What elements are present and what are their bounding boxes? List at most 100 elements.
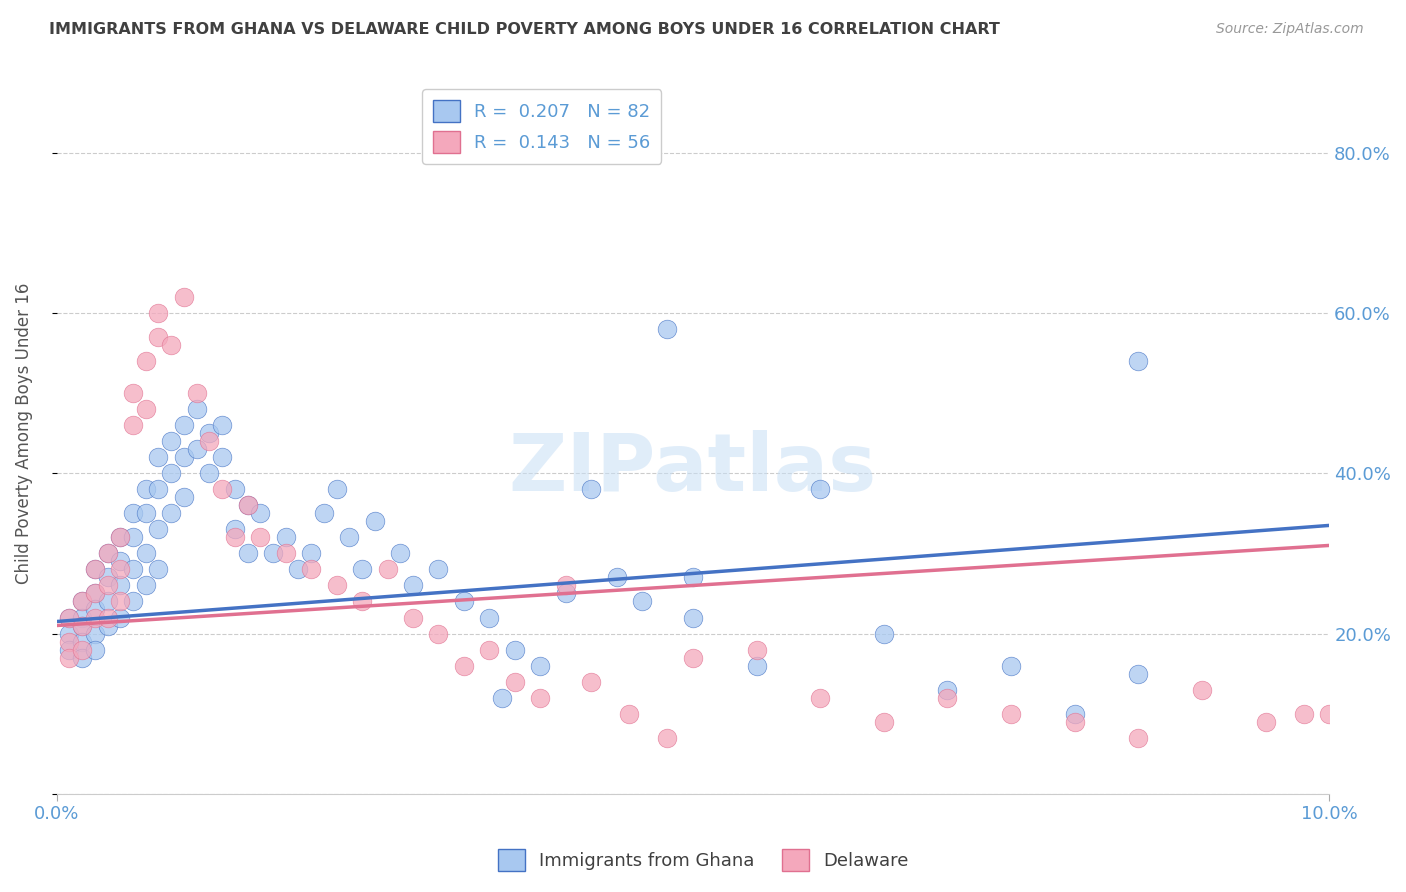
Point — [745, 658, 768, 673]
Point — [70, 650, 93, 665]
Point — [122, 530, 145, 544]
Point — [135, 578, 157, 592]
Point — [274, 530, 297, 544]
Point — [224, 530, 246, 544]
Point — [70, 594, 93, 608]
Point — [249, 507, 271, 521]
Point — [186, 402, 208, 417]
Point — [325, 578, 347, 592]
Point — [173, 491, 195, 505]
Point — [1063, 706, 1085, 721]
Point — [148, 562, 170, 576]
Point — [173, 418, 195, 433]
Point — [70, 610, 93, 624]
Point — [682, 610, 704, 624]
Point — [325, 483, 347, 497]
Point — [148, 483, 170, 497]
Point — [96, 570, 118, 584]
Point — [1000, 658, 1022, 673]
Point — [160, 507, 183, 521]
Point — [58, 642, 80, 657]
Point — [808, 483, 831, 497]
Legend: Immigrants from Ghana, Delaware: Immigrants from Ghana, Delaware — [491, 842, 915, 879]
Point — [491, 690, 513, 705]
Point — [236, 499, 259, 513]
Point — [70, 634, 93, 648]
Point — [96, 546, 118, 560]
Point — [337, 530, 360, 544]
Point — [1000, 706, 1022, 721]
Point — [186, 386, 208, 401]
Point — [110, 530, 132, 544]
Point — [83, 586, 105, 600]
Point — [606, 570, 628, 584]
Point — [554, 586, 576, 600]
Point — [312, 507, 335, 521]
Point — [503, 642, 526, 657]
Point — [198, 434, 221, 449]
Point — [58, 610, 80, 624]
Point — [657, 731, 679, 745]
Point — [745, 642, 768, 657]
Point — [148, 523, 170, 537]
Point — [427, 626, 450, 640]
Point — [1254, 714, 1277, 729]
Point — [122, 507, 145, 521]
Point — [135, 507, 157, 521]
Point — [377, 562, 399, 576]
Point — [198, 426, 221, 441]
Point — [110, 530, 132, 544]
Y-axis label: Child Poverty Among Boys Under 16: Child Poverty Among Boys Under 16 — [15, 283, 32, 584]
Point — [110, 594, 132, 608]
Point — [110, 610, 132, 624]
Point — [389, 546, 412, 560]
Point — [478, 610, 501, 624]
Point — [682, 650, 704, 665]
Point — [160, 338, 183, 352]
Point — [682, 570, 704, 584]
Point — [262, 546, 284, 560]
Text: IMMIGRANTS FROM GHANA VS DELAWARE CHILD POVERTY AMONG BOYS UNDER 16 CORRELATION : IMMIGRANTS FROM GHANA VS DELAWARE CHILD … — [49, 22, 1000, 37]
Point — [83, 626, 105, 640]
Point — [352, 562, 374, 576]
Point — [211, 418, 233, 433]
Point — [478, 642, 501, 657]
Point — [58, 634, 80, 648]
Point — [453, 658, 475, 673]
Point — [122, 594, 145, 608]
Point — [173, 290, 195, 304]
Point — [148, 330, 170, 344]
Point — [135, 546, 157, 560]
Point — [1063, 714, 1085, 729]
Point — [211, 483, 233, 497]
Text: Source: ZipAtlas.com: Source: ZipAtlas.com — [1216, 22, 1364, 37]
Point — [110, 554, 132, 568]
Point — [83, 562, 105, 576]
Point — [160, 467, 183, 481]
Point — [110, 562, 132, 576]
Point — [299, 562, 322, 576]
Point — [299, 546, 322, 560]
Point — [249, 530, 271, 544]
Point — [122, 386, 145, 401]
Point — [96, 578, 118, 592]
Point — [96, 594, 118, 608]
Point — [274, 546, 297, 560]
Legend: R =  0.207   N = 82, R =  0.143   N = 56: R = 0.207 N = 82, R = 0.143 N = 56 — [422, 89, 661, 164]
Point — [83, 602, 105, 616]
Point — [58, 650, 80, 665]
Point — [135, 402, 157, 417]
Point — [83, 586, 105, 600]
Point — [236, 546, 259, 560]
Point — [224, 483, 246, 497]
Point — [236, 499, 259, 513]
Point — [160, 434, 183, 449]
Point — [186, 442, 208, 457]
Point — [503, 674, 526, 689]
Point — [619, 706, 641, 721]
Point — [96, 610, 118, 624]
Point — [135, 354, 157, 368]
Point — [364, 515, 387, 529]
Point — [1128, 354, 1150, 368]
Point — [402, 578, 425, 592]
